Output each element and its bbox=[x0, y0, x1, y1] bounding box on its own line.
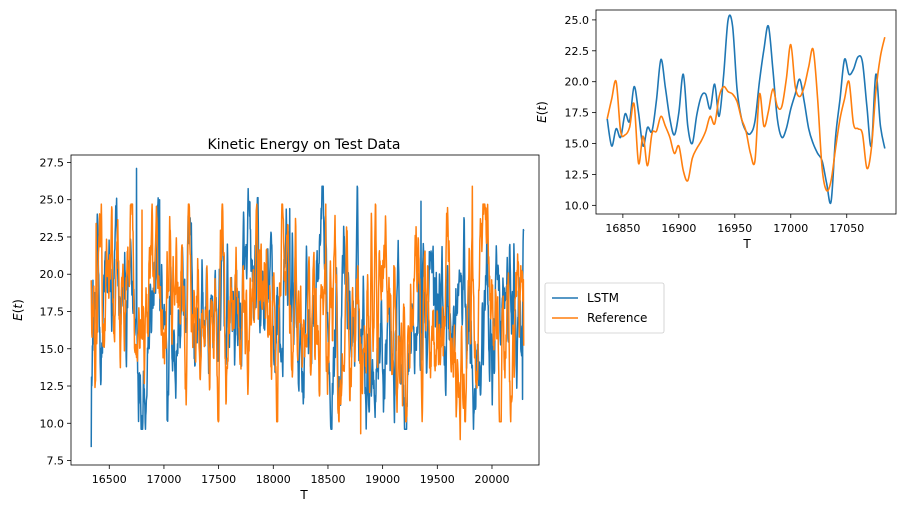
main-x-axis-label: T bbox=[299, 488, 308, 502]
main-x-tick-label: 19000 bbox=[365, 473, 400, 486]
main-x-tick-label: 19500 bbox=[420, 473, 455, 486]
inset-x-tick-label: 16950 bbox=[717, 222, 752, 235]
main-x-tick-label: 20000 bbox=[474, 473, 509, 486]
legend-label-reference: Reference bbox=[587, 311, 647, 325]
main-plot-lines bbox=[90, 167, 525, 448]
inset-y-ticks: 10.0 12.5 15.0 17.5 20.0 22.5 25.0 bbox=[565, 14, 596, 212]
inset-plot-lines bbox=[606, 14, 886, 205]
main-y-tick-label: 20.0 bbox=[40, 268, 65, 281]
main-y-tick-label: 15.0 bbox=[40, 343, 65, 356]
inset-y-tick-label: 20.0 bbox=[565, 76, 590, 89]
main-y-axis-label: E(t) bbox=[11, 299, 25, 321]
inset-y-axis-label: E(t) bbox=[535, 101, 549, 123]
inset-x-tick-label: 17000 bbox=[773, 222, 808, 235]
main-chart: Kinetic Energy on Test Data 16500 17000 17… bbox=[11, 137, 540, 502]
main-x-tick-label: 17500 bbox=[201, 473, 236, 486]
main-y-ticks: 7.5 10.0 12.5 15.0 17.5 20.0 22.5 25.0 27.5 bbox=[40, 156, 71, 468]
inset-y-tick-label: 22.5 bbox=[565, 45, 590, 58]
main-y-tick-label: 17.5 bbox=[40, 305, 65, 318]
inset-x-tick-label: 16850 bbox=[605, 222, 640, 235]
main-x-tick-label: 17000 bbox=[146, 473, 181, 486]
inset-y-tick-label: 10.0 bbox=[565, 199, 590, 212]
main-x-tick-label: 18500 bbox=[310, 473, 345, 486]
inset-axes-frame bbox=[595, 9, 897, 215]
main-y-tick-label: 22.5 bbox=[40, 231, 65, 244]
main-x-tick-label: 18000 bbox=[256, 473, 291, 486]
inset-x-tick-label: 16900 bbox=[661, 222, 696, 235]
main-x-ticks: 16500 17000 17500 18000 18500 19000 19500 20000 bbox=[92, 465, 509, 486]
inset-y-tick-label: 25.0 bbox=[565, 14, 590, 27]
legend: LSTM Reference bbox=[544, 282, 665, 334]
inset-x-ticks: 16850 16900 16950 17000 17050 bbox=[605, 214, 864, 235]
main-y-tick-label: 27.5 bbox=[40, 156, 65, 169]
main-x-tick-label: 16500 bbox=[92, 473, 127, 486]
main-y-tick-label: 12.5 bbox=[40, 380, 65, 393]
inset-x-axis-label: T bbox=[742, 237, 751, 251]
inset-chart: 16850 16900 16950 17000 17050 10.0 12.5 15.0 17… bbox=[535, 9, 897, 251]
inset-series-line-reference bbox=[606, 37, 886, 192]
inset-y-tick-label: 15.0 bbox=[565, 138, 590, 151]
main-y-tick-label: 10.0 bbox=[40, 417, 65, 430]
main-chart-title: Kinetic Energy on Test Data bbox=[208, 137, 401, 153]
inset-y-tick-label: 17.5 bbox=[565, 107, 590, 120]
legend-label-lstm: LSTM bbox=[587, 291, 619, 305]
main-y-tick-label: 25.0 bbox=[40, 194, 65, 207]
main-axes-frame bbox=[70, 154, 540, 466]
inset-y-tick-label: 12.5 bbox=[565, 168, 590, 181]
main-series-line-reference bbox=[90, 185, 525, 441]
legend-box bbox=[544, 282, 665, 334]
inset-x-tick-label: 17050 bbox=[829, 222, 864, 235]
main-y-tick-label: 7.5 bbox=[47, 455, 65, 468]
